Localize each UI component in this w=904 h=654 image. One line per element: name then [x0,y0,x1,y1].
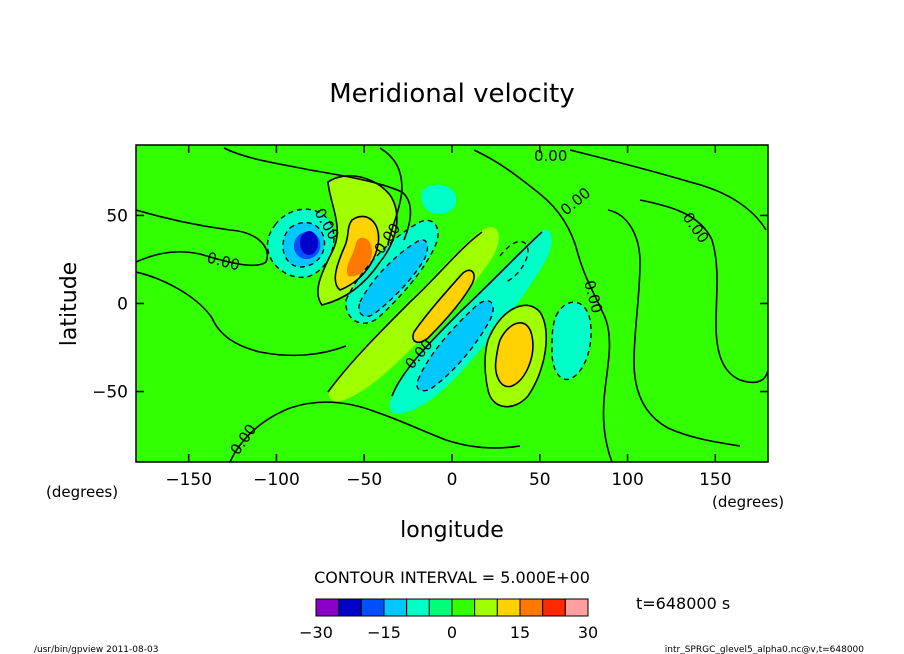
contour-region-negative-east [552,302,592,380]
contour-region-negative-core [300,231,318,255]
x-tick-label: −150 [165,470,212,490]
contour-region-positive-south-core [495,322,533,387]
contour-region-negative-band-core [358,239,428,317]
contour-region-positive-band [328,227,499,402]
x-tick-label: 50 [529,470,551,490]
colorbar-swatch [406,598,430,617]
contour-region-positive-band-core [412,270,475,343]
y-tick-label: −50 [92,383,128,403]
colorbar-swatch [451,598,476,617]
time-label: t=648000 s [636,594,730,613]
colorbar-swatch [519,598,544,617]
colorbar [315,598,589,617]
colorbar-tick-label: 30 [578,623,598,642]
colorbar-swatch [338,598,362,617]
y-axis-unit: (degrees) [46,483,118,501]
y-axis-label: latitude [57,262,82,346]
x-axis-unit: (degrees) [712,493,784,511]
y-tick-label: 50 [106,206,128,226]
x-axis-label: longitude [400,518,504,543]
footer-right: intr_SPRGC_glevel5_alpha0.nc@v,t=648000 [665,645,865,654]
contour-lines [136,147,768,462]
contour-region-negative-north [421,184,457,215]
colorbar-swatch [360,598,385,617]
colorbar-swatch [542,598,566,617]
x-axis-ticks: −150 −100 −50 0 50 100 150 [165,145,732,490]
colorbar-tick-label: −30 [299,623,333,642]
x-tick-label: −100 [253,470,300,490]
colorbar-swatch [315,598,340,617]
x-tick-label: 100 [611,470,643,490]
contour-field: 0.00 0.00 0.00 0.00 0.00 0.00 0.00 0.00 … [136,145,768,462]
colorbar-tick-label: −15 [367,623,401,642]
chart-title: Meridional velocity [329,79,575,109]
colorbar-tick-label: 15 [510,623,530,642]
colorbar-swatch [383,598,408,617]
contour-interval-label: CONTOUR INTERVAL = 5.000E+00 [314,568,590,587]
y-axis-ticks: −50 0 50 [92,206,768,403]
colorbar-swatch [564,598,589,617]
colorbar-swatch [496,598,521,617]
footer-left: /usr/bin/gpview 2011-08-03 [34,645,158,654]
contour-region-negative-band-2-core [416,300,494,391]
x-tick-label: 150 [699,470,731,490]
colorbar-swatch [428,598,453,617]
colorbar-tick-labels: −30 −15 0 15 30 [299,623,598,642]
colorbar-tick-label: 0 [447,623,457,642]
x-tick-label: 0 [447,470,458,490]
negative-contour-lines [266,208,592,392]
x-tick-label: −50 [346,470,382,490]
colorbar-swatch [474,598,498,617]
y-tick-label: 0 [117,295,128,315]
contour-label: 0.00 [534,147,567,165]
contour-region-positive-strong [346,237,372,277]
